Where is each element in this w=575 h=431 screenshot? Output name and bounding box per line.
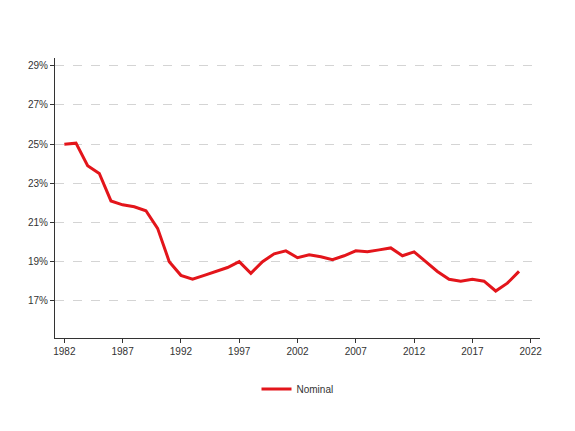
svg-text:23%: 23% [28, 178, 48, 189]
svg-text:27%: 27% [28, 99, 48, 110]
svg-text:1997: 1997 [228, 346, 251, 357]
svg-text:Nominal: Nominal [297, 384, 334, 395]
svg-text:17%: 17% [28, 295, 48, 306]
svg-text:2007: 2007 [345, 346, 368, 357]
svg-text:1982: 1982 [53, 346, 76, 357]
svg-text:1987: 1987 [111, 346, 134, 357]
svg-text:2022: 2022 [520, 346, 543, 357]
svg-text:1992: 1992 [170, 346, 193, 357]
svg-text:29%: 29% [28, 60, 48, 71]
svg-text:21%: 21% [28, 217, 48, 228]
svg-text:2017: 2017 [461, 346, 484, 357]
svg-text:25%: 25% [28, 139, 48, 150]
svg-text:19%: 19% [28, 256, 48, 267]
svg-text:2012: 2012 [403, 346, 426, 357]
svg-text:2002: 2002 [286, 346, 309, 357]
